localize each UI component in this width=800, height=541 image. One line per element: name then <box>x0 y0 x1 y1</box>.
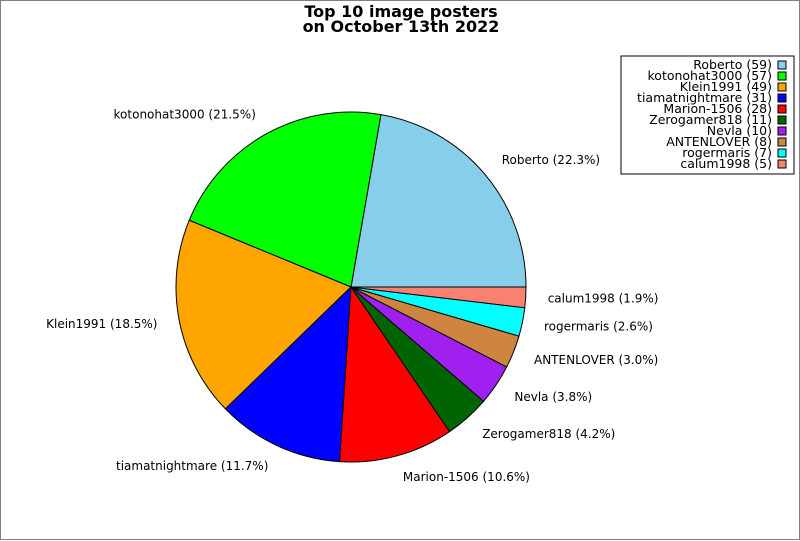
chart-subtitle: on October 13th 2022 <box>303 17 500 36</box>
slice-label-klein1991: Klein1991 (18.5%) <box>46 317 157 331</box>
slice-label-calum1998: calum1998 (1.9%) <box>548 292 659 306</box>
slice-calum1998 <box>350 286 527 309</box>
legend-box <box>620 55 795 175</box>
slice-label-rogermaris: rogermaris (2.6%) <box>544 319 653 333</box>
legend-swatch-nevla <box>777 126 787 136</box>
legend-label-klein1991: Klein1991 (49) <box>680 79 772 94</box>
legend-label-tiamatnightmare: tiamatnightmare (31) <box>637 90 772 105</box>
legend-swatch-calum1998 <box>777 159 787 169</box>
legend-label-antenlover: ANTENLOVER (8) <box>666 134 772 149</box>
legend-label-marion-1506: Marion-1506 (28) <box>663 101 772 116</box>
slice-kotonohat3000 <box>188 111 382 288</box>
legend-swatch-marion-1506 <box>777 104 787 114</box>
slice-label-nevla: Nevla (3.8%) <box>514 390 592 404</box>
legend-swatch-kotonohat3000 <box>777 71 787 81</box>
legend-label-calum1998: calum1998 (5) <box>680 156 772 171</box>
legend-swatch-roberto <box>777 60 787 70</box>
slice-label-marion-1506: Marion-1506 (10.6%) <box>403 470 530 484</box>
pie-slices <box>175 111 527 463</box>
legend-label-roberto: Roberto (59) <box>693 57 772 72</box>
legend: Roberto (59)kotonohat3000 (57)Klein1991 … <box>620 55 795 175</box>
slice-tiamatnightmare <box>224 285 352 463</box>
slice-roberto <box>350 114 527 288</box>
slice-label-kotonohat3000: kotonohat3000 (21.5%) <box>114 108 256 122</box>
legend-swatch-tiamatnightmare <box>777 93 787 103</box>
pie-slice-labels: Roberto (22.3%) kotonohat3000 (21.5%) Klei… <box>46 108 658 485</box>
slice-label-zerogamer818: Zerogamer818 (4.2%) <box>482 427 615 441</box>
legend-label-kotonohat3000: kotonohat3000 (57) <box>648 68 773 83</box>
chart-title: Top 10 image posters <box>304 2 497 21</box>
legend-label-zerogamer818: Zerogamer818 (11) <box>649 112 772 127</box>
slice-label-roberto: Roberto (22.3%) <box>502 153 600 167</box>
slice-marion-1506 <box>339 285 451 463</box>
legend-swatch-klein1991 <box>777 82 787 92</box>
slice-label-antenlover: ANTENLOVER (3.0%) <box>534 353 658 367</box>
legend-label-rogermaris: rogermaris (7) <box>682 145 772 160</box>
legend-swatch-antenlover <box>777 137 787 147</box>
legend-swatch-rogermaris <box>777 148 787 158</box>
slice-klein1991 <box>175 219 352 410</box>
legend-swatch-zerogamer818 <box>777 115 787 125</box>
slice-label-tiamatnightmare: tiamatnightmare (11.7%) <box>116 459 268 473</box>
legend-label-nevla: Nevla (10) <box>707 123 772 138</box>
